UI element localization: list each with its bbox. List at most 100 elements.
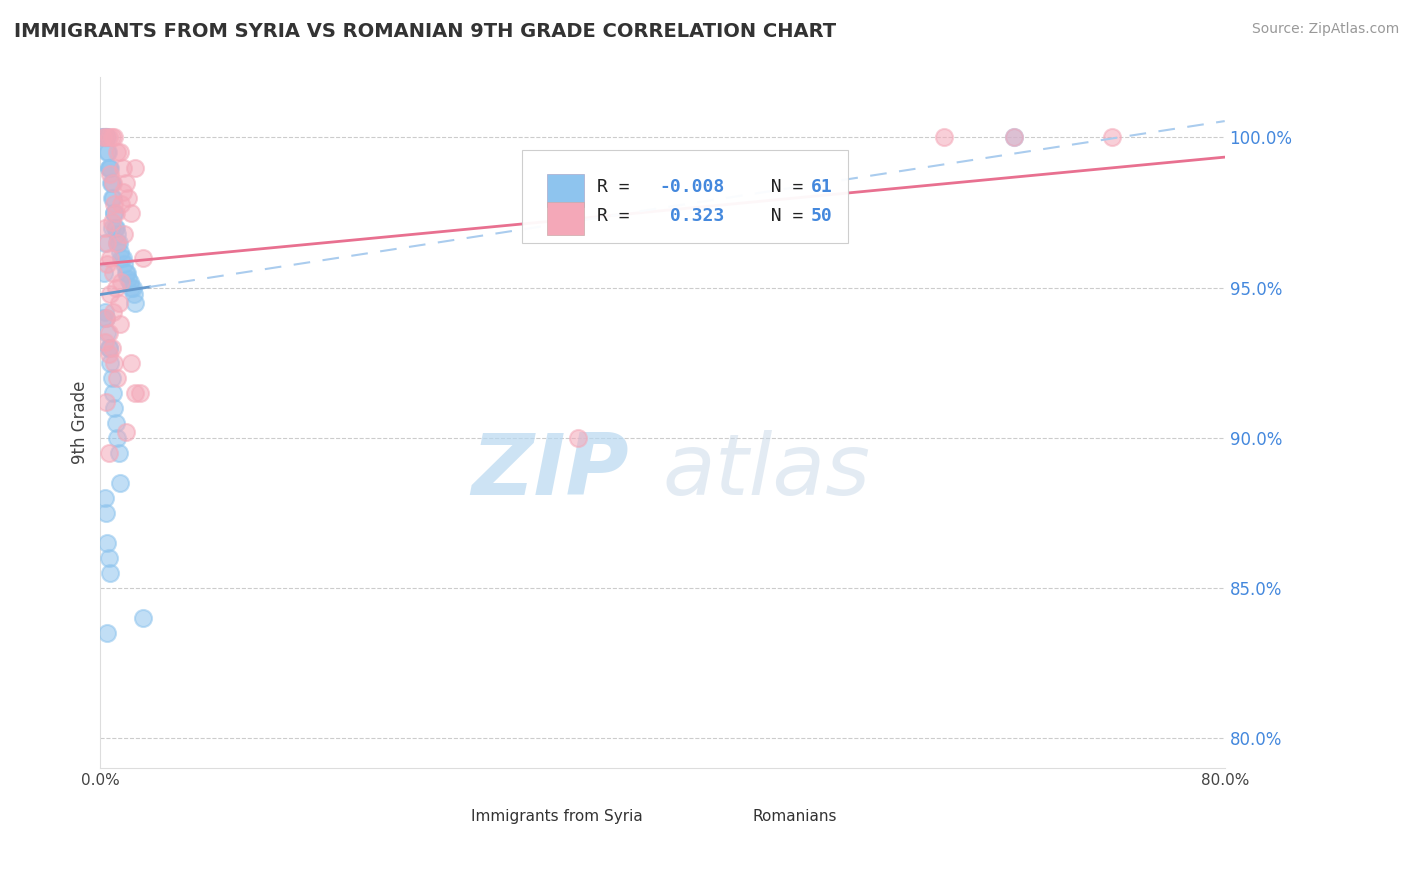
- Point: [114, 176, 136, 190]
- Point: [111, 161, 134, 175]
- Point: [104, 220, 127, 235]
- Text: atlas: atlas: [662, 430, 870, 513]
- Point: [103, 196, 125, 211]
- Point: [105, 431, 128, 445]
- Text: 61: 61: [811, 178, 832, 196]
- FancyBboxPatch shape: [522, 150, 848, 244]
- Point: [105, 227, 128, 241]
- Point: [101, 385, 124, 400]
- Point: [108, 244, 131, 259]
- Point: [114, 266, 136, 280]
- Point: [110, 196, 132, 211]
- Point: [101, 266, 124, 280]
- Point: [97, 346, 120, 360]
- Point: [100, 370, 122, 384]
- Point: [100, 130, 122, 145]
- Point: [94, 394, 117, 409]
- Point: [97, 130, 120, 145]
- Point: [131, 251, 153, 265]
- Point: [91, 130, 114, 145]
- Point: [117, 271, 139, 285]
- Point: [96, 130, 118, 145]
- Point: [98, 566, 121, 580]
- FancyBboxPatch shape: [547, 174, 583, 207]
- Point: [932, 130, 955, 145]
- Point: [97, 145, 120, 160]
- Point: [91, 130, 114, 145]
- Point: [110, 251, 132, 265]
- Point: [98, 161, 121, 175]
- Point: [101, 190, 124, 204]
- Point: [100, 176, 122, 190]
- Point: [107, 235, 129, 250]
- Point: [108, 475, 131, 490]
- Point: [104, 416, 127, 430]
- Point: [120, 356, 142, 370]
- Point: [103, 356, 125, 370]
- Point: [104, 280, 127, 294]
- Point: [94, 235, 117, 250]
- Point: [120, 205, 142, 219]
- Point: [114, 425, 136, 439]
- Text: Source: ZipAtlas.com: Source: ZipAtlas.com: [1251, 22, 1399, 37]
- Point: [98, 286, 121, 301]
- Text: -0.008: -0.008: [659, 178, 724, 196]
- Point: [128, 385, 150, 400]
- FancyBboxPatch shape: [696, 807, 733, 831]
- Text: 0.323: 0.323: [659, 208, 724, 226]
- Point: [93, 266, 115, 280]
- Point: [111, 251, 134, 265]
- Point: [118, 275, 141, 289]
- Point: [91, 310, 114, 325]
- Point: [101, 304, 124, 318]
- Point: [94, 130, 117, 145]
- Point: [93, 304, 115, 318]
- Point: [96, 326, 118, 340]
- Point: [104, 205, 127, 219]
- Text: R =: R =: [598, 208, 641, 226]
- Text: Romanians: Romanians: [752, 809, 837, 823]
- Text: N =: N =: [749, 208, 814, 226]
- Point: [107, 446, 129, 460]
- Point: [120, 280, 142, 294]
- Point: [100, 214, 122, 228]
- Point: [91, 130, 114, 145]
- Point: [101, 176, 124, 190]
- Point: [117, 190, 139, 204]
- Point: [100, 341, 122, 355]
- Point: [97, 341, 120, 355]
- Point: [110, 275, 132, 289]
- Point: [107, 295, 129, 310]
- Point: [96, 256, 118, 270]
- Point: [96, 535, 118, 549]
- Point: [122, 286, 145, 301]
- Point: [105, 370, 128, 384]
- Text: IMMIGRANTS FROM SYRIA VS ROMANIAN 9TH GRADE CORRELATION CHART: IMMIGRANTS FROM SYRIA VS ROMANIAN 9TH GR…: [14, 22, 837, 41]
- Point: [93, 130, 115, 145]
- Point: [96, 625, 118, 640]
- Point: [567, 431, 589, 445]
- Text: N =: N =: [749, 178, 814, 196]
- Point: [105, 235, 128, 250]
- Y-axis label: 9th Grade: 9th Grade: [72, 381, 89, 465]
- Point: [97, 446, 120, 460]
- Point: [108, 317, 131, 331]
- Point: [101, 190, 124, 204]
- Text: ZIP: ZIP: [471, 430, 628, 513]
- FancyBboxPatch shape: [404, 807, 440, 831]
- Point: [94, 310, 117, 325]
- Point: [103, 401, 125, 415]
- Text: Immigrants from Syria: Immigrants from Syria: [471, 809, 643, 823]
- Text: R =: R =: [598, 178, 641, 196]
- Point: [97, 550, 120, 565]
- Point: [105, 235, 128, 250]
- Point: [100, 176, 122, 190]
- Point: [112, 256, 135, 270]
- Point: [97, 161, 120, 175]
- Point: [1101, 130, 1123, 145]
- Point: [98, 251, 121, 265]
- Point: [1002, 130, 1025, 145]
- Point: [124, 295, 146, 310]
- Point: [111, 185, 134, 199]
- Point: [97, 326, 120, 340]
